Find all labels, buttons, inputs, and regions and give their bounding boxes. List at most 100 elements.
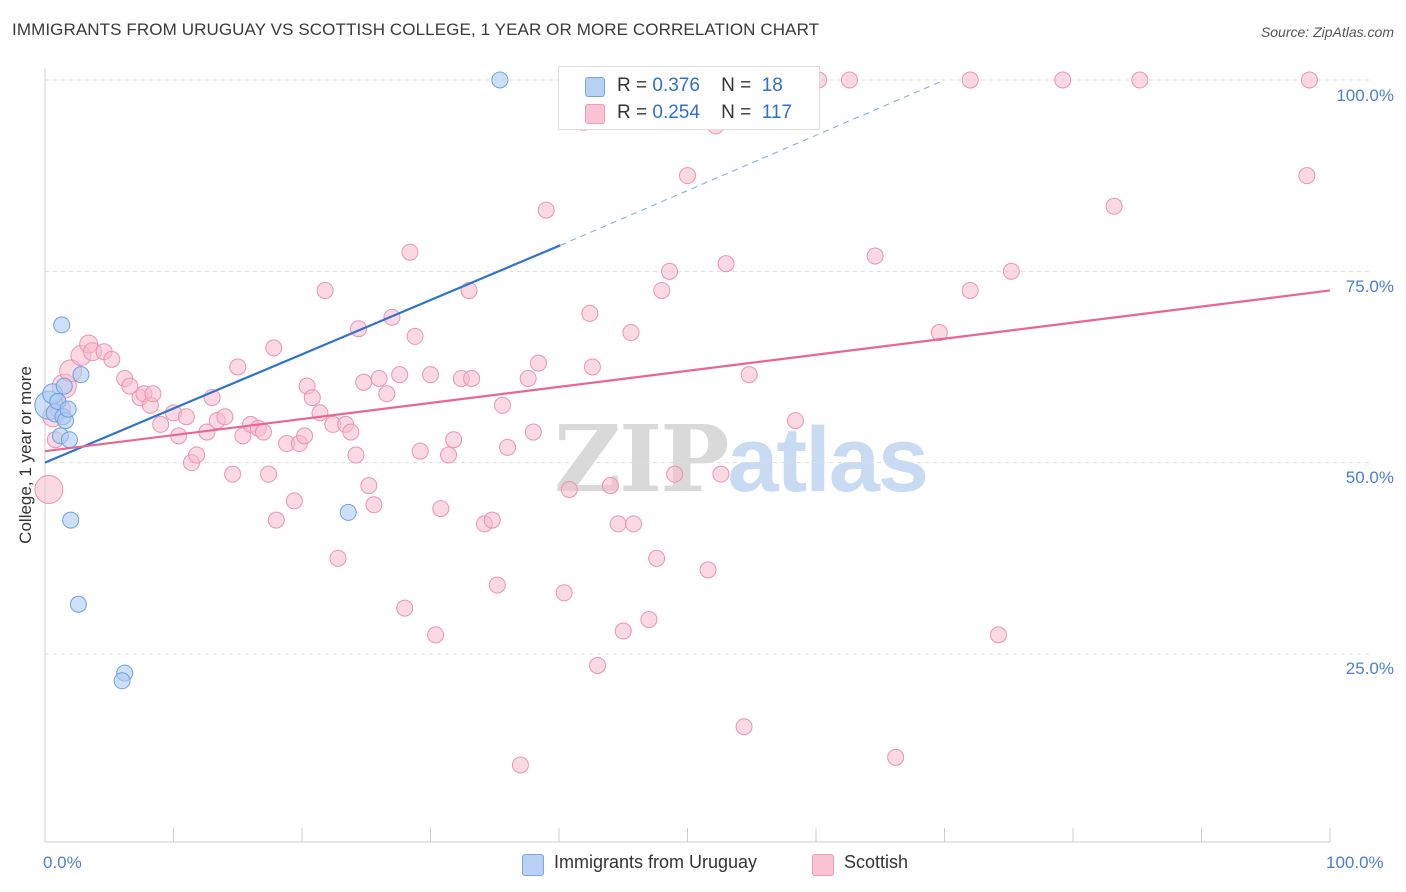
- uruguay-point: [60, 431, 78, 449]
- uruguay-trend-extension: [560, 79, 945, 246]
- scottish-point: [329, 549, 347, 567]
- y-tick-label-75: 75.0%: [1345, 277, 1394, 296]
- scottish-point: [303, 389, 321, 407]
- scottish-point: [866, 247, 884, 265]
- scottish-point: [930, 324, 948, 342]
- scottish-point: [224, 465, 242, 483]
- scottish-point: [121, 377, 139, 395]
- scottish-point: [493, 396, 511, 414]
- legend-r-label: R =: [617, 102, 648, 123]
- scottish-point: [640, 611, 658, 629]
- scottish-point: [391, 366, 409, 384]
- scottish-point: [103, 350, 121, 368]
- bottom-legend-swatch-scottish: [812, 854, 834, 876]
- scottish-point: [529, 354, 547, 372]
- uruguay-point: [339, 503, 357, 521]
- scottish-point: [347, 446, 365, 464]
- uruguay-point: [62, 511, 80, 529]
- scottish-point: [661, 262, 679, 280]
- scottish-point: [316, 281, 334, 299]
- scottish-points: [34, 71, 1318, 774]
- scottish-point: [537, 201, 555, 219]
- scottish-point: [265, 339, 283, 357]
- bottom-legend-label-uruguay: Immigrants from Uruguay: [554, 852, 758, 872]
- legend-n-label: N =: [721, 102, 752, 123]
- scottish-point: [666, 465, 684, 483]
- scottish-point: [365, 496, 383, 514]
- source-label: Source: ZipAtlas.com: [1260, 24, 1394, 40]
- scottish-point: [989, 626, 1007, 644]
- scottish-point: [401, 243, 419, 261]
- grid-lines: [45, 79, 1370, 655]
- scottish-point: [422, 366, 439, 384]
- scottish-point: [378, 385, 396, 403]
- uruguay-points: [34, 71, 509, 690]
- scottish-point: [432, 500, 450, 518]
- uruguay-point: [72, 366, 90, 384]
- scottish-point: [483, 511, 501, 529]
- watermark: ZIPatlas: [554, 405, 929, 513]
- uruguay-point: [491, 71, 509, 89]
- scottish-point: [188, 446, 206, 464]
- scottish-point: [260, 465, 278, 483]
- legend-n-value-uruguay: 18: [761, 75, 783, 96]
- scottish-point: [961, 71, 979, 89]
- scottish-point: [699, 561, 717, 579]
- bottom-legend-swatch-uruguay: [522, 854, 544, 876]
- scottish-point: [177, 408, 195, 426]
- scottish-point: [581, 304, 599, 322]
- legend-swatch-scottish: [585, 104, 605, 124]
- scottish-point: [583, 358, 601, 376]
- scottish-point: [679, 167, 696, 185]
- scottish-point: [152, 415, 170, 433]
- scottish-point: [445, 431, 463, 449]
- scottish-point: [229, 358, 247, 376]
- scottish-point: [342, 423, 360, 441]
- y-tick-label-50: 50.0%: [1345, 468, 1394, 487]
- scottish-point: [355, 373, 373, 391]
- uruguay-trend-line: [44, 244, 561, 464]
- scottish-point: [887, 748, 905, 766]
- uruguay-point: [55, 377, 73, 395]
- scottish-point: [396, 599, 414, 617]
- axes: [44, 68, 1331, 843]
- legend-swatch-uruguay: [585, 77, 605, 97]
- scottish-point: [267, 511, 285, 529]
- scottish-point: [653, 281, 671, 299]
- scottish-point: [712, 465, 730, 483]
- scottish-point: [1300, 71, 1318, 89]
- scottish-point: [740, 366, 758, 384]
- scottish-point: [254, 423, 272, 441]
- scottish-point: [1131, 71, 1149, 89]
- scottish-point: [786, 412, 804, 430]
- scottish-point: [406, 327, 424, 345]
- scottish-point: [439, 446, 457, 464]
- scottish-point: [555, 584, 573, 602]
- y-tick-label-25: 25.0%: [1345, 659, 1394, 678]
- scottish-point: [360, 477, 378, 495]
- trend-lines: [44, 79, 1331, 464]
- y-tick-label-100: 100.0%: [1336, 86, 1394, 105]
- scottish-point: [216, 408, 234, 426]
- scottish-point: [488, 576, 506, 594]
- scottish-point: [1054, 71, 1072, 89]
- scottish-point: [735, 718, 753, 736]
- uruguay-point: [113, 672, 131, 690]
- legend-r-value-uruguay: 0.376: [652, 75, 700, 96]
- uruguay-point: [59, 400, 77, 418]
- legend-r-label: R =: [617, 75, 648, 96]
- scottish-point: [144, 385, 162, 403]
- scottish-point: [296, 427, 314, 445]
- watermark-atlas: atlas: [727, 409, 929, 511]
- scottish-point: [511, 756, 529, 774]
- y-axis-label: College, 1 year or more: [16, 366, 35, 544]
- scottish-point: [1298, 167, 1316, 185]
- bottom-legend-label-scottish: Scottish: [844, 852, 909, 872]
- x-tick-label-min: 0.0%: [43, 853, 82, 872]
- scottish-point: [622, 324, 640, 342]
- uruguay-point: [69, 595, 87, 613]
- scottish-point: [370, 369, 388, 387]
- scottish-point: [285, 492, 303, 510]
- scottish-point: [961, 281, 979, 299]
